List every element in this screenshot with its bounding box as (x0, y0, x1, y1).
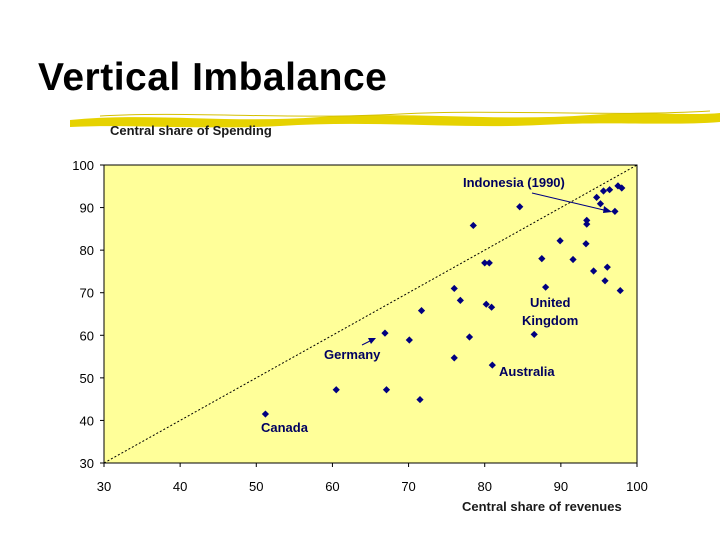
scatter-point (487, 303, 496, 311)
x-tick-label: 80 (477, 479, 491, 494)
data-points (261, 182, 626, 418)
y-tick-label: 40 (80, 413, 94, 428)
scatter-point (596, 200, 605, 208)
annotation-germany-arrowhead (368, 338, 376, 344)
annotation-indonesia: Indonesia (1990) (463, 175, 565, 190)
reference-diagonal-line (103, 164, 638, 464)
annotation-united: United (530, 295, 571, 310)
y-axis-title: Central share of Spending (110, 123, 272, 138)
scatter-point (416, 395, 424, 404)
scatter-point (469, 221, 477, 230)
slide-title: Vertical Imbalance (38, 56, 388, 99)
scatter-point (589, 267, 598, 275)
scatter-point (465, 333, 474, 341)
scatter-point (582, 240, 590, 248)
scatter-point (405, 336, 413, 344)
annotation-canada: Canada (261, 420, 309, 435)
scatter-point (618, 184, 626, 192)
title-underline-bar (70, 110, 720, 128)
scatter-point (516, 203, 524, 211)
y-tick-label: 60 (80, 328, 94, 343)
scatter-point (611, 207, 619, 216)
x-tick-label: 60 (325, 479, 339, 494)
scatter-point (542, 283, 550, 291)
scatter-point (601, 277, 609, 285)
scatter-point (450, 354, 458, 362)
scatter-point (450, 284, 458, 293)
annotation-kingdom: Kingdom (522, 313, 578, 328)
x-tick-label: 50 (249, 479, 263, 494)
scatter-point (456, 296, 464, 304)
scatter-point (482, 300, 490, 308)
y-axis-ticks: 30 40 50 60 70 80 90 100 (72, 158, 104, 471)
scatter-point (382, 386, 391, 394)
x-tick-label: 70 (401, 479, 415, 494)
scatter-point (261, 410, 270, 418)
scatter-point (530, 330, 538, 339)
scatter-point (599, 187, 608, 195)
scatter-point (583, 216, 591, 224)
scatter-point (381, 329, 389, 337)
y-tick-label: 30 (80, 456, 94, 471)
y-tick-label: 100 (72, 158, 94, 173)
annotation-indonesia-arrowhead (603, 206, 612, 213)
scatter-point (616, 286, 624, 295)
y-tick-label: 90 (80, 201, 94, 216)
scatter-point (593, 193, 601, 201)
scatter-point (556, 237, 564, 245)
annotation-indonesia-arrow (531, 192, 609, 212)
x-tick-label: 40 (173, 479, 187, 494)
scatter-point (538, 255, 546, 263)
y-tick-label: 50 (80, 371, 94, 386)
scatter-point (417, 306, 426, 315)
scatter-point (481, 259, 489, 267)
y-tick-label: 80 (80, 243, 94, 258)
scatter-point (332, 386, 340, 394)
x-tick-label: 100 (626, 479, 648, 494)
scatter-point (569, 255, 577, 264)
x-tick-label: 90 (554, 479, 568, 494)
y-tick-label: 70 (80, 286, 94, 301)
x-axis-title: Central share of revenues (462, 499, 622, 514)
scatter-point (488, 361, 496, 369)
scatter-point (583, 220, 591, 228)
annotation-germany: Germany (324, 347, 381, 362)
annotation-australia: Australia (499, 364, 555, 379)
x-axis-ticks: 30 40 50 60 70 80 90 100 (97, 463, 648, 494)
scatter-point (605, 186, 614, 194)
scatter-point (485, 259, 493, 267)
scatter-point (603, 263, 611, 271)
x-tick-label: 30 (97, 479, 111, 494)
